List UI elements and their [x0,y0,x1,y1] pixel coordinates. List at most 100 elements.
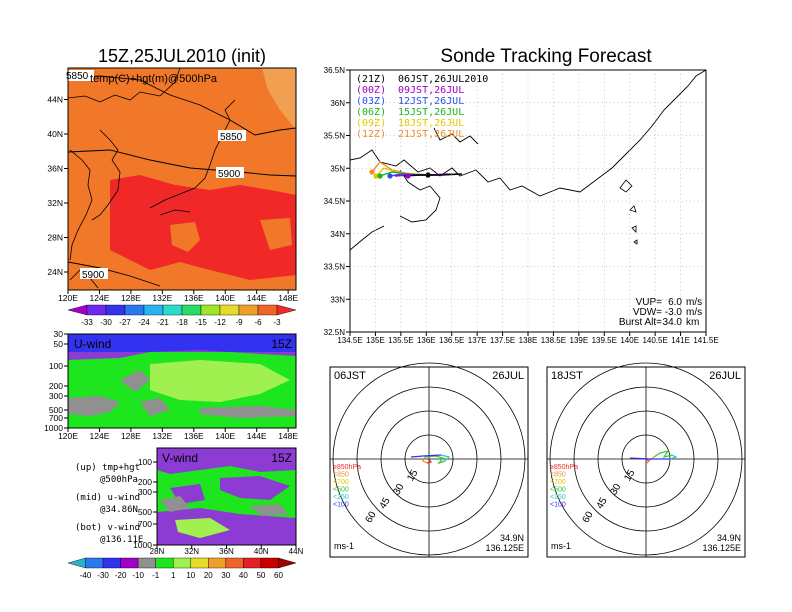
colorbar-swatch [120,557,139,569]
colorbar-tick-label: -40 [80,571,92,580]
colorbar-tick-label: 20 [204,571,213,580]
temp-field-orange-patch [170,222,200,252]
tracking-map: 134.5E 135E 135.5E 136E 136.5E 137E 137.5E 138E… [324,66,719,345]
track-start-06z [377,173,383,179]
hodo-lat: 34.9N [717,533,741,543]
track-grid [350,70,706,332]
level-label: <250 [333,494,349,501]
y-tick-label: 700 [49,413,63,423]
y-tick-label: 36N [47,164,63,174]
x-tick-label: 141E [671,336,690,345]
colorbar-swatch [162,304,183,316]
x-tick-label: 138E [519,336,538,345]
param-value: 34.0 [663,317,683,328]
colorbar-tick-label: -3 [273,318,281,327]
hodo-date: 26JUL [492,370,524,382]
y-tick-label: 36N [330,99,345,108]
colorbar-tick-label: -24 [138,318,150,327]
colorbar-tick-label: 10 [186,571,195,580]
x-tick-label: 40N [254,547,269,556]
hodo-unit: ms-1 [334,541,354,551]
colorbar-tick-label: 50 [256,571,265,580]
panel-notes: (up) tmp+hgt @500hPa (mid) u-wind @34.86… [75,463,143,545]
x-tick-label: 135E [366,336,385,345]
track-legend: (21Z) 06JST,26JUL2010 (00Z) 09JST,26JUL (03Z… [356,74,488,140]
colorbar-swatch [137,557,156,569]
coastline-wakasa [433,127,479,145]
colorbar-swatch [124,304,145,316]
coastline-japan [149,99,236,216]
level-label: <850 [550,472,566,479]
note-line: (up) tmp+hgt [75,463,140,473]
hodo-trace [669,454,678,460]
u-field-gray [68,396,296,418]
y-tick-label: 40N [47,129,63,139]
track-start-12z [369,169,375,175]
coastline-shikoku [350,225,385,251]
x-tick-label: 44N [289,547,304,556]
colorbar-tick-label: -1 [152,571,160,580]
level-label: <500 [550,487,566,494]
run-label: (00Z) [356,85,386,96]
colorbar-tick-label: -30 [97,571,109,580]
note-line: @34.86N [100,505,138,515]
colorbar-swatch [257,304,278,316]
track-y-ticks: 32.5N 33N 33.5N 34N 34.5N 35N 35.5N 36N 36.5N [324,66,350,337]
colorbar-swatch [67,557,86,569]
x-tick-label: 140E [215,293,235,303]
colorbar-swatch [276,304,297,316]
param-unit: m/s [686,297,702,308]
note-line: (bot) v-wind [75,523,140,533]
colorbar-tick-label: -12 [214,318,226,327]
x-tick-label: 120E [58,431,78,441]
contour-label-bg [216,167,244,178]
colorbar-swatch [219,304,240,316]
x-tick-label: 140E [620,336,639,345]
x-tick-label: 28N [150,547,165,556]
y-tick-label: 34N [330,230,345,239]
contour-label: 5850 [66,71,89,82]
run-label: (21Z) [356,74,386,85]
x-tick-label: 140E [215,431,235,441]
level-label: <500 [333,487,349,494]
y-tick-label: 500 [49,405,63,415]
colorbar-swatch [173,557,191,569]
x-tick-label: 136.5E [439,336,464,345]
param-unit: km [686,317,699,328]
param-value: -3.0 [665,307,683,318]
colorbar-swatch [208,557,227,569]
u-time: 15Z [271,337,292,351]
contour-label-bg [218,130,246,141]
top-left-title: 15Z,25JUL2010 (init) [98,46,266,66]
v-field-purple [157,448,296,474]
ring-label: 45 [595,496,610,512]
colorbar-tick-label: -10 [132,571,144,580]
hodo-unit: ms-1 [551,541,571,551]
x-tick-label: 144E [247,431,267,441]
colorbar-tick-label: 60 [274,571,283,580]
x-tick-label: 136E [417,336,436,345]
y-tick-label: 500 [138,507,152,517]
level-label: <700 [550,479,566,486]
param-label: VDW= [633,307,662,318]
x-tick-label: 141.5E [693,336,718,345]
y-tick-label: 200 [138,477,152,487]
level-label: ≥850hPa [333,464,361,471]
colorbar-swatch [85,557,104,569]
y-tick-label: 300 [49,391,63,401]
colorbar-swatch [200,304,221,316]
y-tick-label: 300 [138,487,152,497]
run-time: 15JST,26JUL [398,107,464,118]
level-label: ≥850hPa [550,464,578,471]
colorbar-swatch [278,557,297,569]
v-title: V-wind [162,451,198,465]
hodo-date: 26JUL [709,370,741,382]
colorbar-swatch [143,304,164,316]
hodo-lat: 34.9N [500,533,524,543]
colorbar-tick-label: -27 [119,318,131,327]
temp-field-red-south [110,175,296,280]
